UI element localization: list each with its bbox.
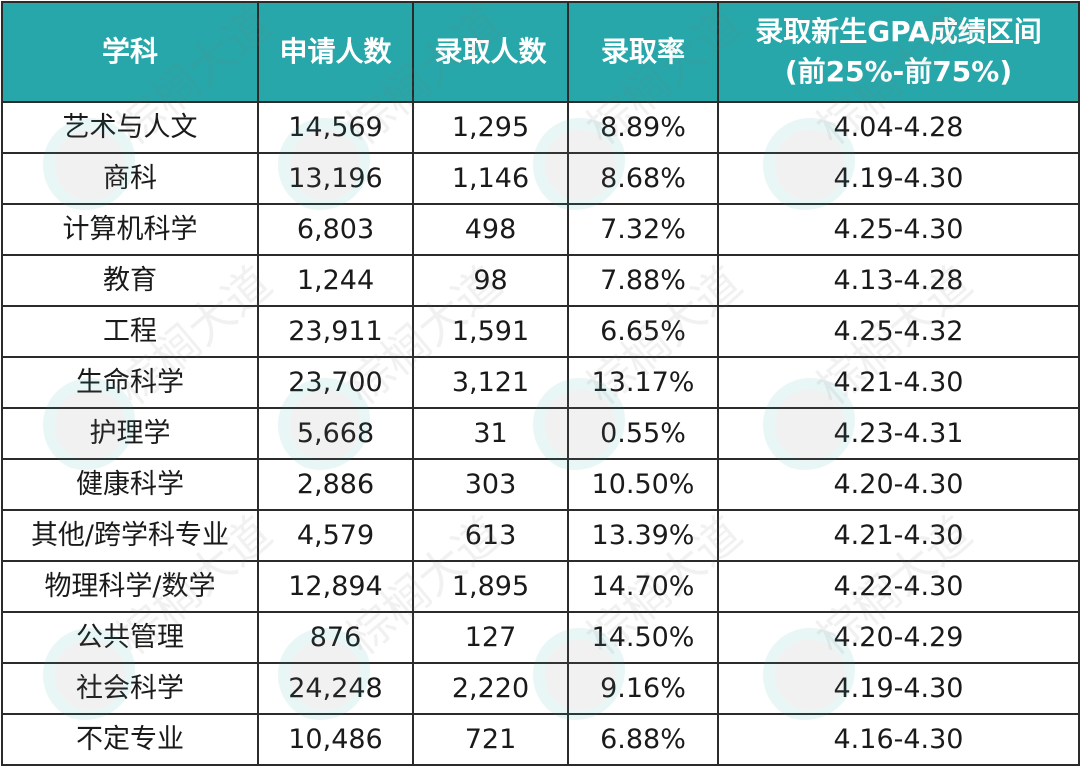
admitted-cell: 1,895 [412, 560, 569, 613]
applicants-cell: 23,911 [257, 305, 414, 358]
subject-cell: 护理学 [1, 407, 259, 460]
table-header: 学科 申请人数 录取人数 录取率 录取新生GPA成绩区间 (前25%-前75%) [1, 1, 1080, 103]
admission-rate-cell: 13.17% [567, 356, 719, 409]
admitted-cell: 721 [412, 713, 569, 766]
applicants-cell: 13,196 [257, 152, 414, 205]
admission-rate-cell: 14.70% [567, 560, 719, 613]
gpa-range-cell: 4.13-4.28 [717, 254, 1080, 307]
subject-cell: 其他/跨学科专业 [1, 509, 259, 562]
gpa-range-cell: 4.16-4.30 [717, 713, 1080, 766]
applicants-cell: 6,803 [257, 203, 414, 256]
header-admitted: 录取人数 [412, 1, 569, 103]
admitted-cell: 613 [412, 509, 569, 562]
gpa-range-cell: 4.04-4.28 [717, 101, 1080, 154]
applicants-cell: 2,886 [257, 458, 414, 511]
applicants-cell: 24,248 [257, 662, 414, 715]
table-row: 护理学 5,668 31 0.55% 4.23-4.31 [1, 407, 1080, 460]
applicants-cell: 1,244 [257, 254, 414, 307]
table-row: 艺术与人文 14,569 1,295 8.89% 4.04-4.28 [1, 101, 1080, 154]
admitted-cell: 1,591 [412, 305, 569, 358]
table-row: 公共管理 876 127 14.50% 4.20-4.29 [1, 611, 1080, 664]
gpa-range-cell: 4.21-4.30 [717, 356, 1080, 409]
subject-cell: 健康科学 [1, 458, 259, 511]
gpa-range-cell: 4.21-4.30 [717, 509, 1080, 562]
table-row: 商科 13,196 1,146 8.68% 4.19-4.30 [1, 152, 1080, 205]
admission-rate-cell: 14.50% [567, 611, 719, 664]
header-applicants: 申请人数 [257, 1, 414, 103]
subject-cell: 生命科学 [1, 356, 259, 409]
applicants-cell: 876 [257, 611, 414, 664]
admitted-cell: 303 [412, 458, 569, 511]
subject-cell: 公共管理 [1, 611, 259, 664]
table-row: 计算机科学 6,803 498 7.32% 4.25-4.30 [1, 203, 1080, 256]
subject-cell: 物理科学/数学 [1, 560, 259, 613]
gpa-range-cell: 4.20-4.30 [717, 458, 1080, 511]
table-row: 生命科学 23,700 3,121 13.17% 4.21-4.30 [1, 356, 1080, 409]
table-row: 教育 1,244 98 7.88% 4.13-4.28 [1, 254, 1080, 307]
subject-cell: 不定专业 [1, 713, 259, 766]
subject-cell: 计算机科学 [1, 203, 259, 256]
admission-rate-cell: 9.16% [567, 662, 719, 715]
subject-cell: 社会科学 [1, 662, 259, 715]
table-row: 其他/跨学科专业 4,579 613 13.39% 4.21-4.30 [1, 509, 1080, 562]
admission-rate-cell: 10.50% [567, 458, 719, 511]
gpa-range-cell: 4.19-4.30 [717, 662, 1080, 715]
admission-rate-cell: 6.65% [567, 305, 719, 358]
subject-cell: 工程 [1, 305, 259, 358]
header-gpa-range-subtitle: (前25%-前75%) [784, 55, 1013, 88]
admission-rate-cell: 8.89% [567, 101, 719, 154]
applicants-cell: 4,579 [257, 509, 414, 562]
subject-cell: 艺术与人文 [1, 101, 259, 154]
gpa-range-cell: 4.23-4.31 [717, 407, 1080, 460]
admission-rate-cell: 7.88% [567, 254, 719, 307]
admitted-cell: 498 [412, 203, 569, 256]
applicants-cell: 5,668 [257, 407, 414, 460]
admission-rate-cell: 7.32% [567, 203, 719, 256]
admitted-cell: 31 [412, 407, 569, 460]
gpa-range-cell: 4.25-4.32 [717, 305, 1080, 358]
table-row: 物理科学/数学 12,894 1,895 14.70% 4.22-4.30 [1, 560, 1080, 613]
table-row: 社会科学 24,248 2,220 9.16% 4.19-4.30 [1, 662, 1080, 715]
table-row: 健康科学 2,886 303 10.50% 4.20-4.30 [1, 458, 1080, 511]
gpa-range-cell: 4.25-4.30 [717, 203, 1080, 256]
applicants-cell: 23,700 [257, 356, 414, 409]
applicants-cell: 12,894 [257, 560, 414, 613]
admitted-cell: 2,220 [412, 662, 569, 715]
admitted-cell: 3,121 [412, 356, 569, 409]
admission-rate-cell: 8.68% [567, 152, 719, 205]
header-rate: 录取率 [567, 1, 719, 103]
admitted-cell: 127 [412, 611, 569, 664]
applicants-cell: 10,486 [257, 713, 414, 766]
admission-rate-cell: 0.55% [567, 407, 719, 460]
gpa-range-cell: 4.19-4.30 [717, 152, 1080, 205]
gpa-range-cell: 4.22-4.30 [717, 560, 1080, 613]
table-body: 艺术与人文 14,569 1,295 8.89% 4.04-4.28 商科 13,196 1,… [1, 101, 1080, 766]
gpa-range-cell: 4.20-4.29 [717, 611, 1080, 664]
table-row: 工程 23,911 1,591 6.65% 4.25-4.32 [1, 305, 1080, 358]
admission-rate-cell: 13.39% [567, 509, 719, 562]
subject-cell: 教育 [1, 254, 259, 307]
admitted-cell: 98 [412, 254, 569, 307]
applicants-cell: 14,569 [257, 101, 414, 154]
header-gpa-range: 录取新生GPA成绩区间 (前25%-前75%) [717, 1, 1080, 103]
header-gpa-range-title: 录取新生GPA成绩区间 [755, 15, 1042, 48]
admitted-cell: 1,146 [412, 152, 569, 205]
table-row: 不定专业 10,486 721 6.88% 4.16-4.30 [1, 713, 1080, 766]
subject-cell: 商科 [1, 152, 259, 205]
header-subject: 学科 [1, 1, 259, 103]
admission-rate-cell: 6.88% [567, 713, 719, 766]
admitted-cell: 1,295 [412, 101, 569, 154]
header-row: 学科 申请人数 录取人数 录取率 录取新生GPA成绩区间 (前25%-前75%) [1, 1, 1080, 103]
